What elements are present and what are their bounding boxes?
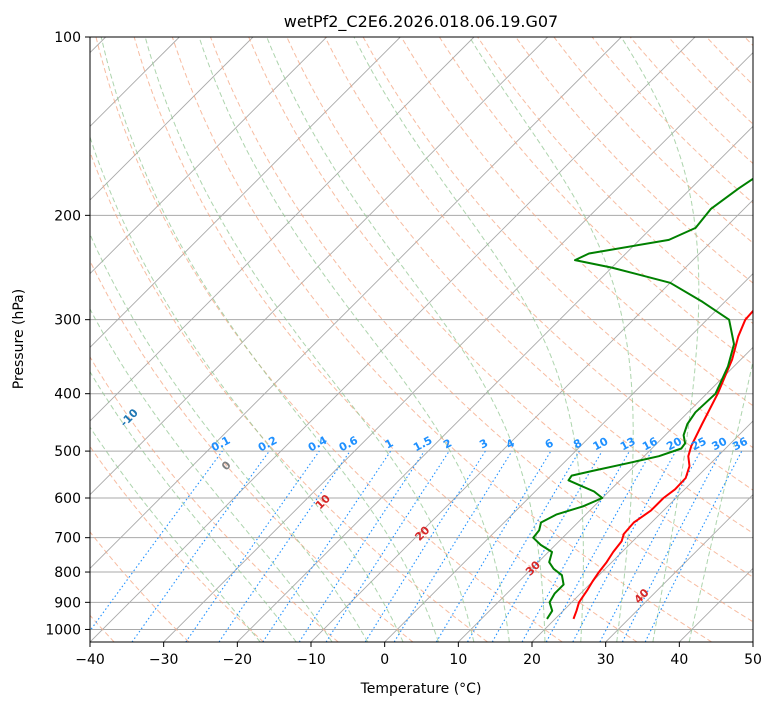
chart-title: wetPf2_C2E6.2026.018.06.19.G07: [284, 12, 558, 32]
x-tick-label: −30: [149, 652, 179, 668]
moist-adiabat-line: [90, 135, 404, 642]
x-axis-label: Temperature (°C): [360, 681, 482, 697]
mixing-ratio-line: [185, 450, 320, 642]
y-tick-label: 200: [54, 208, 81, 224]
isotherm-line: [237, 125, 753, 642]
y-tick-label: 1000: [45, 622, 81, 638]
x-tick-label: −40: [75, 652, 105, 668]
dry-adiabat-line: [553, 37, 753, 244]
dry-adiabat-line: [210, 37, 753, 623]
mixing-ratio-line: [364, 450, 486, 642]
dry-adiabat-line: [133, 37, 638, 642]
moist-adiabat-line: [90, 232, 369, 642]
dry-adiabat-line: [95, 37, 563, 642]
mixing-ratio-label: 25: [689, 435, 709, 454]
x-tick-label: 30: [597, 652, 615, 668]
dry-adiabat-line: [591, 37, 753, 204]
mixing-ratio-line: [435, 450, 552, 642]
y-tick-label: 100: [54, 30, 81, 46]
x-tick-label: −20: [223, 652, 253, 668]
mixing-ratio-line: [491, 450, 603, 642]
isotherm-line: [90, 37, 622, 569]
moist-adiabat-line: [688, 358, 753, 642]
moist-adiabat-line: [90, 426, 261, 642]
dry-adiabat-line: [286, 37, 753, 534]
y-tick-label: 900: [54, 595, 81, 611]
moist-adiabat-line: [266, 37, 546, 642]
dewpoint-profile-line: [532, 177, 753, 620]
isotherm-line: [90, 37, 401, 348]
dry-adiabat-line: [171, 37, 712, 642]
dry-adiabat-line: [438, 37, 753, 365]
x-tick-label: 10: [449, 652, 467, 668]
dry-adiabat-line: [90, 259, 414, 642]
dry-adiabat-line: [90, 150, 488, 642]
mixing-ratio-label: 30: [710, 435, 730, 454]
y-tick-label: 600: [54, 491, 81, 507]
isotherm-line: [90, 37, 254, 201]
mixing-ratio-line: [325, 450, 450, 642]
isotherm-line: [90, 37, 327, 275]
isotherm-line: [163, 52, 753, 642]
isotherm-line: [458, 346, 753, 642]
dry-adiabat-line: [477, 37, 753, 325]
x-tick-label: 20: [523, 652, 541, 668]
mixing-ratio-line: [90, 450, 223, 632]
y-axis-label: Pressure (hPa): [11, 289, 27, 389]
y-tick-label: 800: [54, 565, 81, 581]
dry-adiabat-line: [90, 531, 190, 642]
dry-adiabat-line: [324, 37, 753, 491]
moist-adiabat-line: [100, 37, 439, 642]
x-tick-label: 40: [670, 652, 688, 668]
dry-adiabat-line: [90, 355, 339, 642]
mixing-ratio-line: [218, 450, 351, 642]
mixing-ratio-label: 10: [591, 434, 611, 453]
mixing-ratio-line: [131, 450, 270, 642]
isotherm-line: [90, 37, 475, 422]
y-tick-label: 700: [54, 531, 81, 547]
moist-adiabat-line: [620, 37, 700, 642]
x-tick-label: 0: [380, 652, 389, 668]
temperature-profile-line: [572, 309, 753, 620]
moist-adiabat-line: [353, 37, 584, 642]
isotherm-line: [90, 37, 548, 496]
y-tick-label: 300: [54, 313, 81, 329]
moist-adiabat-line: [144, 37, 475, 642]
mixing-ratio-label: 20: [664, 434, 684, 453]
x-tick-label: −10: [296, 652, 326, 668]
mixing-ratio-line: [393, 450, 513, 642]
mixing-ratio-line: [521, 450, 630, 642]
plot-frame: [89, 36, 754, 643]
mixing-ratio-line: [545, 450, 653, 642]
dry-adiabat-line: [362, 37, 753, 449]
isotherm-line: [90, 37, 696, 642]
mixing-ratio-label: 16: [640, 435, 660, 454]
mixing-ratio-line: [467, 450, 580, 642]
y-tick-label: 500: [54, 444, 81, 460]
mixing-ratio-label: 13: [618, 435, 638, 454]
isotherm-line: [531, 420, 753, 642]
moist-adiabat-line: [90, 308, 333, 642]
y-tick-label: 400: [54, 387, 81, 403]
x-tick-label: 50: [744, 652, 762, 668]
moist-adiabat-line: [198, 37, 510, 642]
dry-adiabat-line: [248, 37, 753, 578]
mixing-ratio-line: [572, 450, 677, 642]
isotherm-line: [384, 273, 753, 642]
isotherm-line: [605, 494, 753, 642]
mixing-ratio-label: 36: [730, 435, 750, 454]
dry-adiabat-line: [400, 37, 753, 407]
